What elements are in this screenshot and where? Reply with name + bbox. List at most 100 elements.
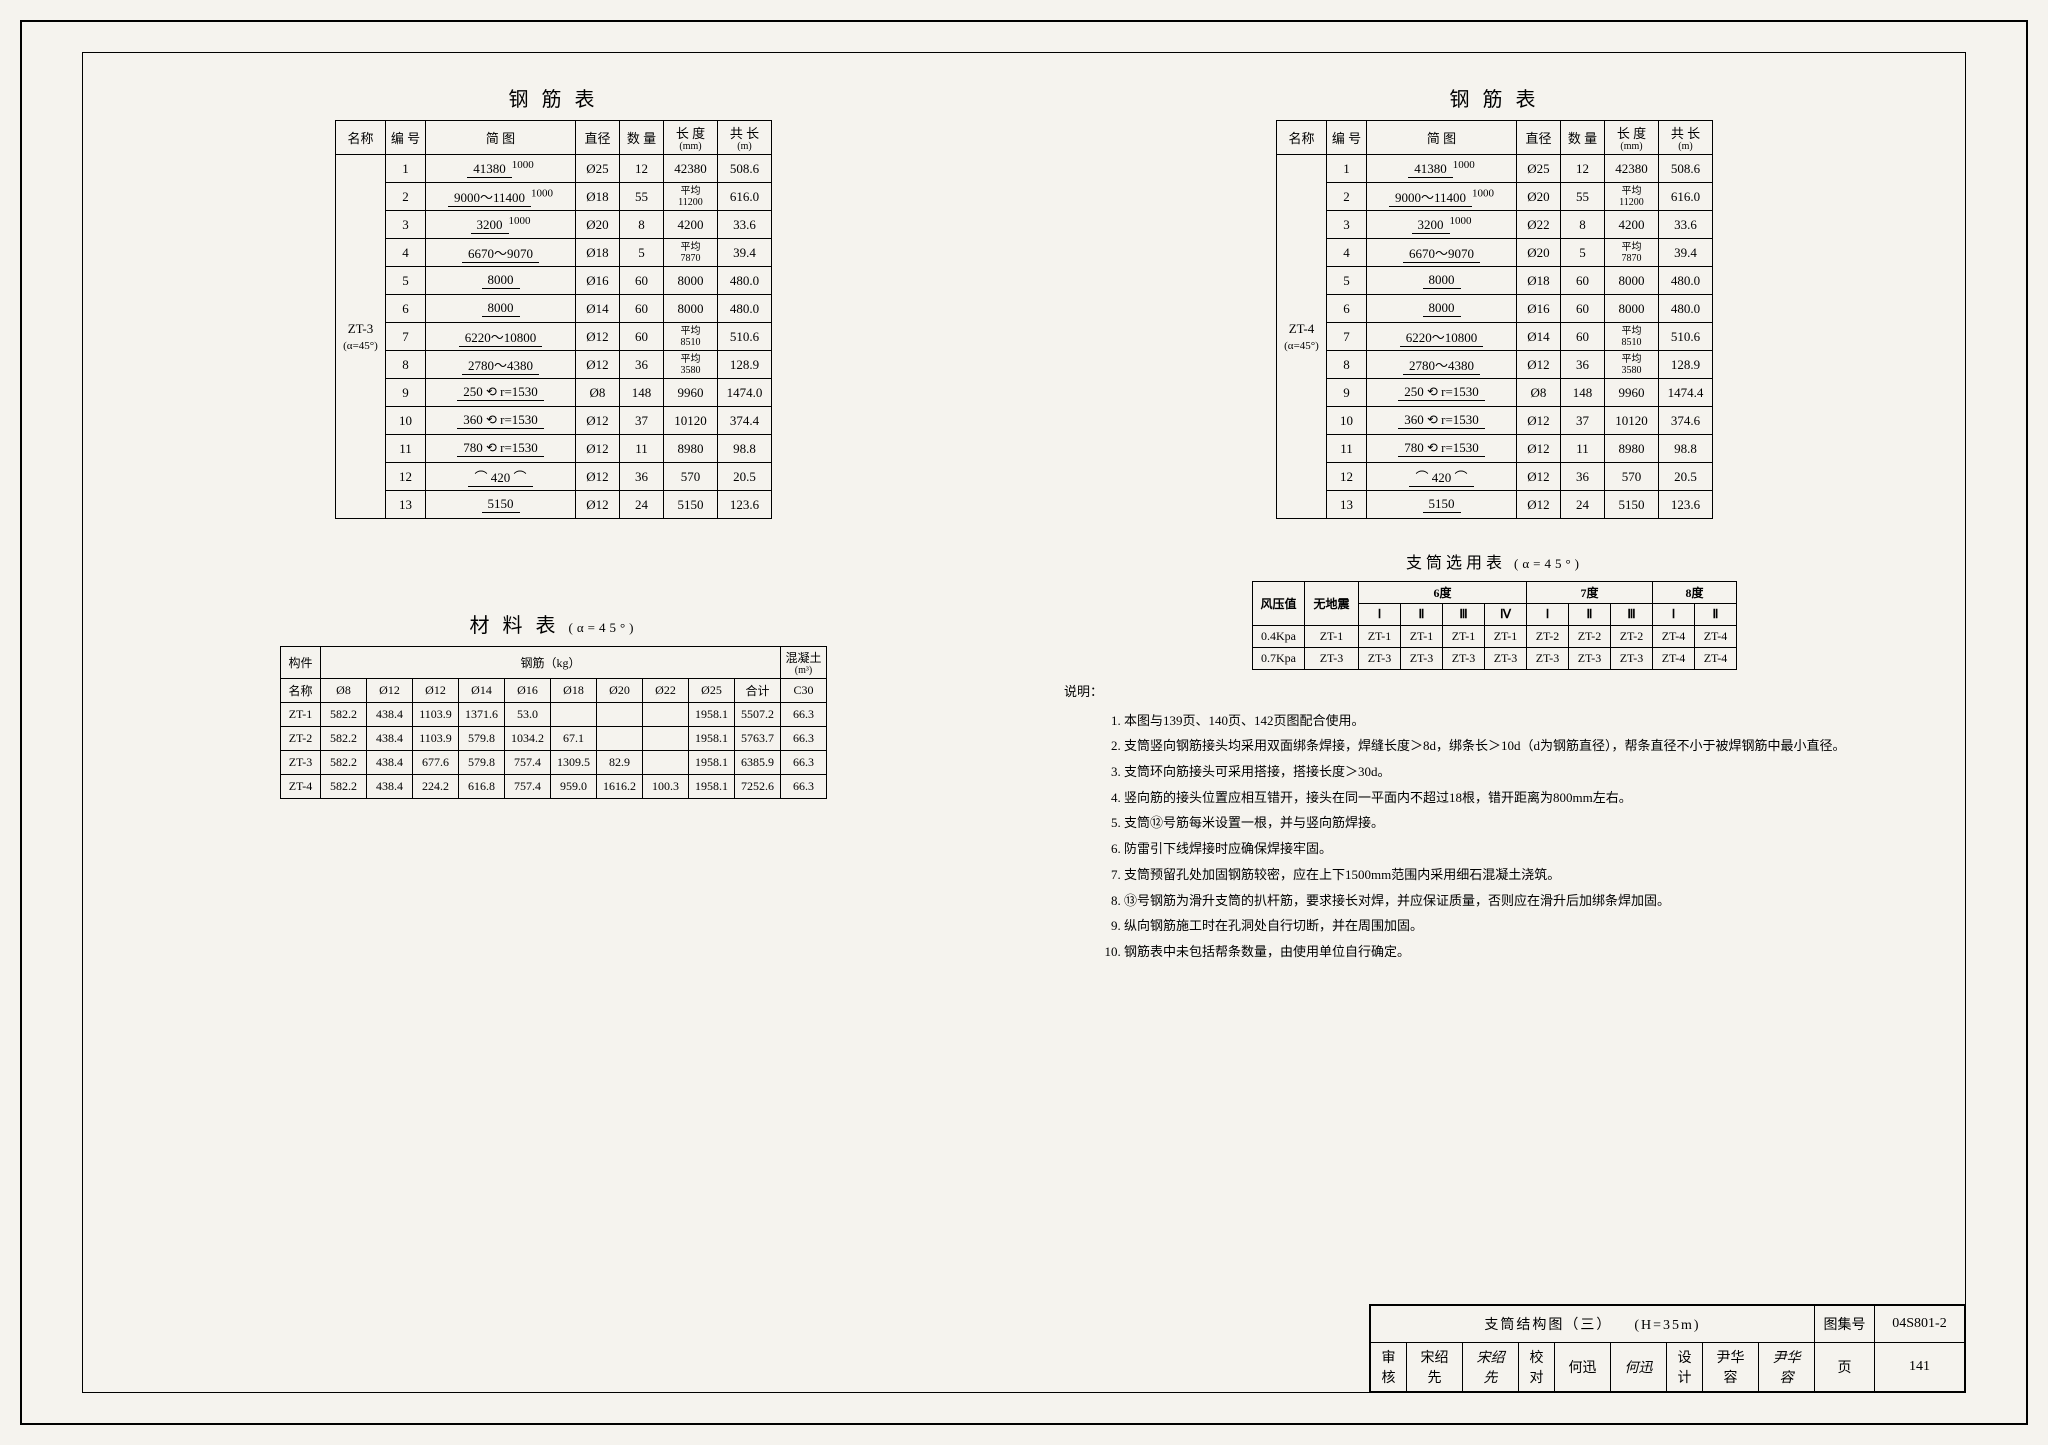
mat-cell: 66.3 (781, 751, 827, 775)
mat-cell: 1371.6 (459, 703, 505, 727)
row-diagram: 8000 (1367, 295, 1517, 323)
row-qty: 60 (620, 295, 664, 323)
row-num: 3 (386, 211, 426, 239)
th-concrete: 混凝土(m³) (781, 647, 827, 679)
row-total: 39.4 (1659, 239, 1713, 267)
row-diagram: 360 ⟲ r=1530 (1367, 407, 1517, 435)
row-num: 6 (1327, 295, 1367, 323)
sel-none: ZT-3 (1305, 648, 1359, 670)
mat-cell: 438.4 (367, 751, 413, 775)
mat-cell (597, 727, 643, 751)
sel-cell: ZT-3 (1401, 648, 1443, 670)
row-qty: 5 (1561, 239, 1605, 267)
left-column: 钢 筋 表 名称 编 号 简 图 直径 数 量 长 度(mm) 共 长(m) Z… (83, 53, 1024, 1392)
row-total: 374.6 (1659, 407, 1713, 435)
sel-cell: ZT-4 (1653, 648, 1695, 670)
row-total: 616.0 (718, 183, 772, 211)
row-dia: Ø14 (1517, 323, 1561, 351)
row-num: 11 (386, 435, 426, 463)
row-dia: Ø18 (1517, 267, 1561, 295)
note-item: ⑬号钢筋为滑升支筒的扒杆筋，要求接长对焊，并应保证质量，否则应在滑升后加绑条焊加… (1124, 889, 1925, 914)
row-len: 5150 (664, 491, 718, 519)
row-num: 8 (386, 351, 426, 379)
mat-cell (643, 727, 689, 751)
row-diagram: 780 ⟲ r=1530 (1367, 435, 1517, 463)
row-dia: Ø25 (1517, 155, 1561, 183)
row-diagram: 8000 (426, 267, 576, 295)
row-num: 10 (1327, 407, 1367, 435)
mat-cell (643, 751, 689, 775)
row-total: 508.6 (1659, 155, 1713, 183)
row-len: 8980 (664, 435, 718, 463)
row-qty: 36 (620, 463, 664, 491)
sel-cell: ZT-1 (1485, 626, 1527, 648)
row-total: 480.0 (1659, 267, 1713, 295)
row-len: 8000 (1605, 267, 1659, 295)
row-dia: Ø12 (1517, 463, 1561, 491)
row-diagram: 6220～10800 (1367, 323, 1517, 351)
row-diagram: 6220～10800 (426, 323, 576, 351)
row-dia: Ø22 (1517, 211, 1561, 239)
selection-table: 风压值 无地震 6度 7度 8度 ⅠⅡⅢⅣⅠⅡⅢⅠⅡ 0.4KpaZT-1ZT-… (1252, 581, 1737, 670)
row-num: 12 (1327, 463, 1367, 491)
row-num: 2 (386, 183, 426, 211)
row-total: 616.0 (1659, 183, 1713, 211)
row-dia: Ø20 (1517, 183, 1561, 211)
right-column: 钢 筋 表 名称 编 号 简 图 直径 数 量 长 度(mm) 共 长(m) Z… (1024, 53, 1965, 1392)
row-num: 10 (386, 407, 426, 435)
row-num: 4 (1327, 239, 1367, 267)
sel-none: ZT-1 (1305, 626, 1359, 648)
row-qty: 60 (1561, 323, 1605, 351)
sel-cell: ZT-4 (1695, 626, 1737, 648)
row-num: 8 (1327, 351, 1367, 379)
row-total: 1474.0 (718, 379, 772, 407)
row-num: 1 (1327, 155, 1367, 183)
row-num: 9 (386, 379, 426, 407)
mat-cell: 67.1 (551, 727, 597, 751)
th-name: 名称 (336, 121, 386, 155)
mat-cell: 6385.9 (735, 751, 781, 775)
mat-cell: 757.4 (505, 775, 551, 799)
row-dia: Ø18 (576, 183, 620, 211)
note-item: 防雷引下线焊接时应确保焊接牢固。 (1124, 837, 1925, 862)
row-qty: 36 (1561, 351, 1605, 379)
row-len: 平均11200 (664, 183, 718, 211)
row-qty: 60 (620, 323, 664, 351)
row-diagram: 9000～114001000 (1367, 183, 1517, 211)
material-title: 材 料 表 (α=45°) (123, 609, 984, 638)
mat-cell: 1958.1 (689, 775, 735, 799)
row-dia: Ø12 (1517, 491, 1561, 519)
row-qty: 24 (620, 491, 664, 519)
mat-cell: 582.2 (321, 751, 367, 775)
mat-row-name: ZT-2 (281, 727, 321, 751)
sel-cell: ZT-1 (1401, 626, 1443, 648)
mat-cell: 224.2 (413, 775, 459, 799)
note-item: 竖向筋的接头位置应相互错开，接头在同一平面内不超过18根，错开距离为800mm左… (1124, 786, 1925, 811)
title-block: 支筒结构图（三） (H=35m)图集号04S801-2审核宋绍先宋绍先校对何迅何… (1369, 1304, 1965, 1392)
row-total: 480.0 (718, 267, 772, 295)
row-len: 平均11200 (1605, 183, 1659, 211)
row-num: 7 (386, 323, 426, 351)
row-num: 9 (1327, 379, 1367, 407)
row-total: 20.5 (718, 463, 772, 491)
sel-cell: ZT-3 (1611, 648, 1653, 670)
row-len: 4200 (1605, 211, 1659, 239)
row-num: 5 (386, 267, 426, 295)
mat-cell: 82.9 (597, 751, 643, 775)
mat-cell: 66.3 (781, 703, 827, 727)
mat-cell: 1103.9 (413, 727, 459, 751)
mat-cell: 677.6 (413, 751, 459, 775)
sel-cell: ZT-3 (1443, 648, 1485, 670)
row-len: 平均8510 (664, 323, 718, 351)
row-len: 10120 (664, 407, 718, 435)
row-diagram: 2780～4380 (1367, 351, 1517, 379)
sel-cell: ZT-4 (1653, 626, 1695, 648)
row-qty: 11 (620, 435, 664, 463)
sel-cell: ZT-3 (1359, 648, 1401, 670)
mat-cell: 7252.6 (735, 775, 781, 799)
row-dia: Ø12 (576, 491, 620, 519)
row-total: 123.6 (718, 491, 772, 519)
row-total: 128.9 (1659, 351, 1713, 379)
row-qty: 24 (1561, 491, 1605, 519)
row-dia: Ø12 (576, 351, 620, 379)
